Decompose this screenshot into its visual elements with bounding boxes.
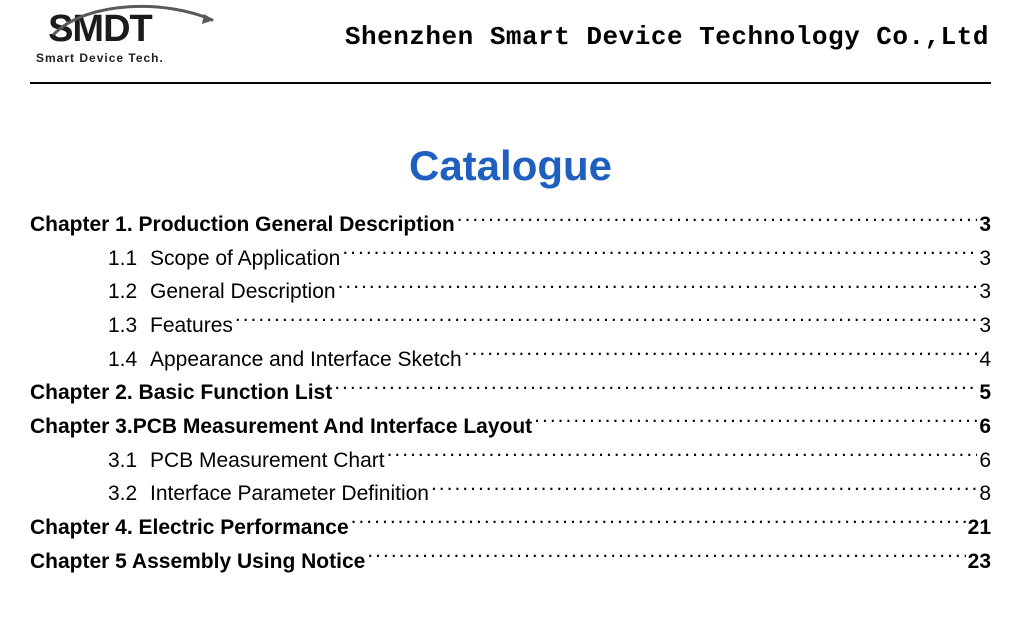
toc-page-number: 3 — [979, 310, 991, 343]
toc-section-number: 1.3 — [108, 310, 150, 343]
toc-label: 1.2General Description — [108, 276, 336, 309]
toc-page-number: 8 — [979, 478, 991, 511]
toc-page-number: 6 — [979, 411, 991, 444]
toc-label: Chapter 4. Electric Performance — [30, 512, 349, 545]
toc-section-row: 1.3Features 3 — [30, 309, 991, 343]
toc-page-number: 3 — [979, 276, 991, 309]
toc-page-number: 23 — [968, 546, 991, 579]
toc-section-number: 1.1 — [108, 243, 150, 276]
toc-chapter-row: Chapter 2. Basic Function List 5 — [30, 376, 991, 410]
page-header: SMDT Smart Device Tech. Shenzhen Smart D… — [30, 0, 991, 84]
toc-section-number: 3.2 — [108, 478, 150, 511]
toc-label: 1.4Appearance and Interface Sketch — [108, 344, 462, 377]
toc-section-number: 1.2 — [108, 276, 150, 309]
toc-page-number: 3 — [979, 243, 991, 276]
toc-page-number: 4 — [979, 344, 991, 377]
company-name: Shenzhen Smart Device Technology Co.,Ltd — [188, 22, 991, 52]
toc-leader-dots — [334, 376, 977, 399]
toc-section-title: Interface Parameter Definition — [150, 482, 429, 505]
toc-section-row: 3.2Interface Parameter Definition 8 — [30, 477, 991, 511]
toc-leader-dots — [387, 443, 978, 466]
toc-label: 1.1Scope of Application — [108, 243, 340, 276]
toc-section-title: General Description — [150, 280, 336, 303]
toc-section-row: 1.4Appearance and Interface Sketch 4 — [30, 343, 991, 377]
toc-label: Chapter 1. Production General Descriptio… — [30, 209, 455, 242]
toc-leader-dots — [235, 309, 977, 332]
toc-leader-dots — [457, 208, 978, 231]
toc-label: Chapter 5 Assembly Using Notice — [30, 546, 365, 579]
toc-page-number: 6 — [979, 445, 991, 478]
toc-page-number: 21 — [968, 512, 991, 545]
logo-main-text: SMDT — [48, 10, 152, 48]
table-of-contents: Chapter 1. Production General Descriptio… — [30, 208, 991, 578]
toc-section-row: 1.2General Description 3 — [30, 275, 991, 309]
toc-section-row: 3.1PCB Measurement Chart 6 — [30, 443, 991, 477]
toc-leader-dots — [338, 275, 978, 298]
toc-section-title: Features — [150, 314, 233, 337]
toc-chapter-row: Chapter 5 Assembly Using Notice 23 — [30, 544, 991, 578]
toc-chapter-row: Chapter 4. Electric Performance 21 — [30, 511, 991, 545]
toc-label: Chapter 2. Basic Function List — [30, 377, 332, 410]
toc-section-row: 1.1Scope of Application 3 — [30, 242, 991, 276]
toc-leader-dots — [367, 544, 965, 567]
toc-leader-dots — [431, 477, 977, 500]
toc-label: 3.2Interface Parameter Definition — [108, 478, 429, 511]
logo-sub-text: Smart Device Tech. — [36, 52, 164, 64]
toc-label: 3.1PCB Measurement Chart — [108, 445, 385, 478]
logo-text: SMDT — [48, 8, 152, 50]
toc-leader-dots — [464, 343, 978, 366]
toc-chapter-row: Chapter 1. Production General Descriptio… — [30, 208, 991, 242]
toc-leader-dots — [351, 511, 966, 534]
toc-section-number: 1.4 — [108, 344, 150, 377]
toc-chapter-row: Chapter 3.PCB Measurement And Interface … — [30, 410, 991, 444]
toc-section-number: 3.1 — [108, 445, 150, 478]
company-logo: SMDT Smart Device Tech. — [30, 10, 164, 64]
toc-leader-dots — [342, 242, 977, 265]
toc-section-title: Appearance and Interface Sketch — [150, 348, 462, 371]
document-page: SMDT Smart Device Tech. Shenzhen Smart D… — [0, 0, 1021, 618]
toc-label: 1.3Features — [108, 310, 233, 343]
toc-label: Chapter 3.PCB Measurement And Interface … — [30, 411, 532, 444]
toc-leader-dots — [534, 410, 977, 433]
toc-section-title: Scope of Application — [150, 247, 340, 270]
toc-page-number: 3 — [979, 209, 991, 242]
toc-section-title: PCB Measurement Chart — [150, 449, 385, 472]
toc-page-number: 5 — [979, 377, 991, 410]
catalogue-title: Catalogue — [30, 142, 991, 190]
